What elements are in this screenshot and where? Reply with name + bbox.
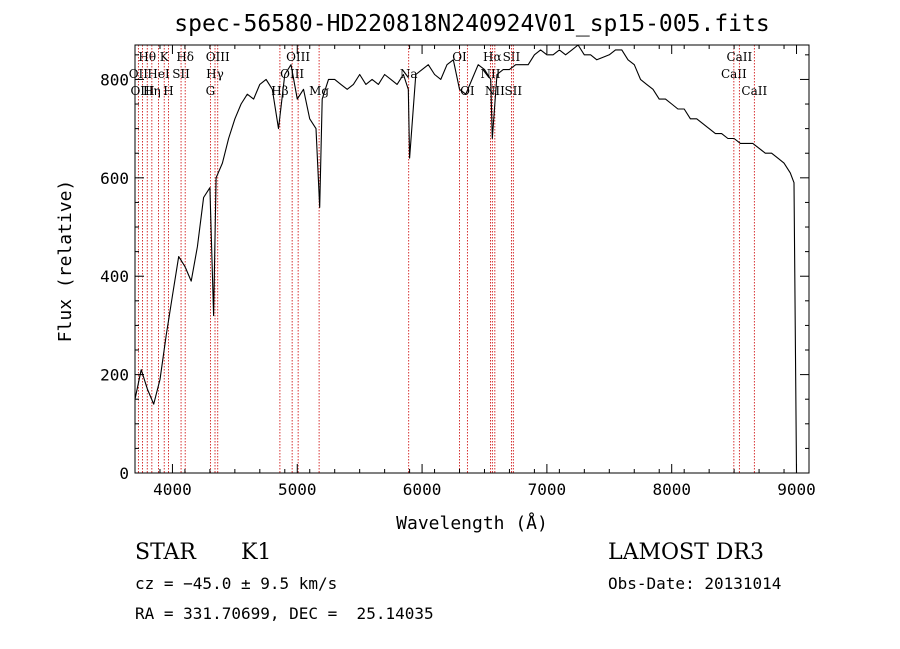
spectral-line-label: CaII (726, 50, 752, 64)
spectral-line-label: OIII (286, 50, 310, 64)
spectral-line-label: Hγ (206, 67, 224, 81)
x-tick-label: 7000 (528, 480, 567, 499)
spectral-lines-layer: HθOIIOIIIHηHeIKHSIIHδGHγOIIIHβOIIIOIIIMg… (129, 45, 767, 473)
spectral-line-label: Hη (143, 84, 161, 98)
y-tick-label: 0 (119, 464, 129, 483)
y-tick-label: 400 (100, 267, 129, 286)
coordinates-readout: RA = 331.70699, DEC = 25.14035 (135, 604, 434, 623)
spectral-line-label: Na (400, 67, 418, 81)
spectral-line-label: OI (452, 50, 467, 64)
x-tick-label: 8000 (652, 480, 691, 499)
spectral-line-label: HeI (147, 67, 170, 81)
redshift-readout: cz = −45.0 ± 9.5 km/s (135, 574, 338, 593)
object-subclass: K1 (241, 540, 272, 565)
spectral-line-label: NII (485, 84, 505, 98)
spectral-line-label: OIII (206, 50, 230, 64)
spectral-line-label: Hβ (271, 84, 288, 98)
observation-date: Obs-Date: 20131014 (608, 574, 782, 593)
chart-title: spec-56580-HD220818N240924V01_sp15-005.f… (174, 11, 769, 37)
spectral-line-label: SII (172, 67, 190, 81)
x-tick-label: 9000 (777, 480, 816, 499)
spectral-line-label: H (163, 84, 173, 98)
spectral-line-label: G (206, 84, 216, 98)
spectral-line-label: OII (129, 67, 149, 81)
spectral-line-label: Mg (309, 84, 329, 98)
spectral-line-label: CaII (721, 67, 747, 81)
spectrum-line-series (134, 44, 798, 474)
spectral-line-label: Hθ (138, 50, 156, 64)
spectral-line-label: CaII (741, 84, 767, 98)
spectral-line-label: Hα (483, 50, 502, 64)
survey-name: LAMOST DR3 (608, 540, 764, 565)
spectral-line-label: K (160, 50, 170, 64)
y-tick-label: 600 (100, 169, 129, 188)
spectral-line-label: Hδ (176, 50, 194, 64)
axis-ticks-layer: 4000 5000 6000 7000 8000 9000 0 200 400 600 800 (100, 45, 816, 499)
spectral-line-label: SII (504, 84, 522, 98)
x-tick-label: 4000 (153, 480, 192, 499)
spectral-line-label: OIII (130, 84, 154, 98)
y-tick-label: 800 (100, 70, 129, 89)
plot-frame (134, 44, 810, 474)
series-layer (134, 44, 798, 474)
x-tick-label: 6000 (403, 480, 442, 499)
object-class: STAR (135, 540, 196, 565)
spectral-line-label: SII (503, 50, 521, 64)
y-tick-label: 200 (100, 366, 129, 385)
y-axis-label: Flux (relative) (55, 180, 76, 343)
x-axis-label: Wavelength (Å) (396, 512, 548, 534)
x-tick-label: 5000 (278, 480, 317, 499)
